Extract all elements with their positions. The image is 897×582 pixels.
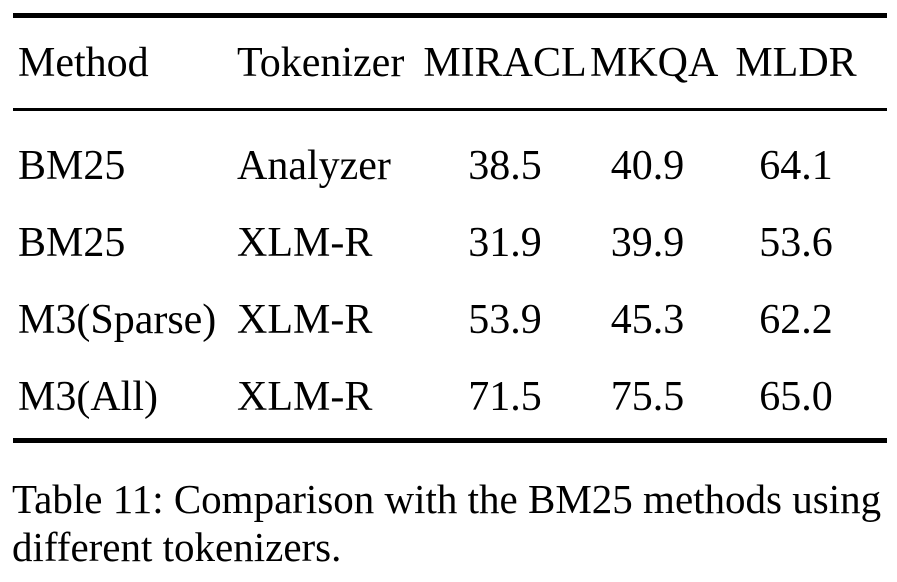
table-row: M3(Sparse) XLM-R 53.9 45.3 62.2 [13,265,887,343]
cell-method: BM25 [18,143,126,189]
column-header-tokenizer: Tokenizer [237,40,405,86]
table-row: M3(All) XLM-R 71.5 75.5 65.0 [13,342,887,420]
cell-tokenizer: XLM-R [237,297,373,343]
cell-mldr: 64.1 [759,143,833,189]
results-table: Method Tokenizer MIRACL MKQA MLDR BM25 A… [13,13,887,443]
table-caption: Table 11: Comparison with the BM25 metho… [12,476,882,570]
cell-mkqa: 40.9 [610,143,685,189]
table-row: BM25 XLM-R 31.9 39.9 53.6 [13,188,887,266]
cell-tokenizer: XLM-R [237,374,373,420]
cell-miracl: 71.5 [468,374,542,420]
column-header-miracl: MIRACL [423,40,587,86]
table-header-row: Method Tokenizer MIRACL MKQA MLDR [13,18,887,108]
header-rule [13,108,887,111]
cell-mldr: 65.0 [759,374,833,420]
cell-tokenizer: Analyzer [237,143,391,189]
cell-mldr: 62.2 [759,297,833,343]
cell-mkqa: 45.3 [610,297,685,343]
cell-method: BM25 [18,220,126,266]
cell-miracl: 31.9 [468,220,542,266]
cell-mldr: 53.6 [759,220,833,266]
column-header-method: Method [18,40,149,86]
cell-mkqa: 39.9 [610,220,685,266]
cell-mkqa: 75.5 [610,374,685,420]
table-row: BM25 Analyzer 38.5 40.9 64.1 [13,111,887,189]
cell-miracl: 38.5 [468,143,542,189]
cell-method: M3(Sparse) [18,297,217,343]
column-header-mldr: MLDR [735,40,857,86]
cell-method: M3(All) [18,374,158,420]
cell-miracl: 53.9 [468,297,542,343]
column-header-mkqa: MKQA [590,40,719,86]
cell-tokenizer: XLM-R [237,220,373,266]
